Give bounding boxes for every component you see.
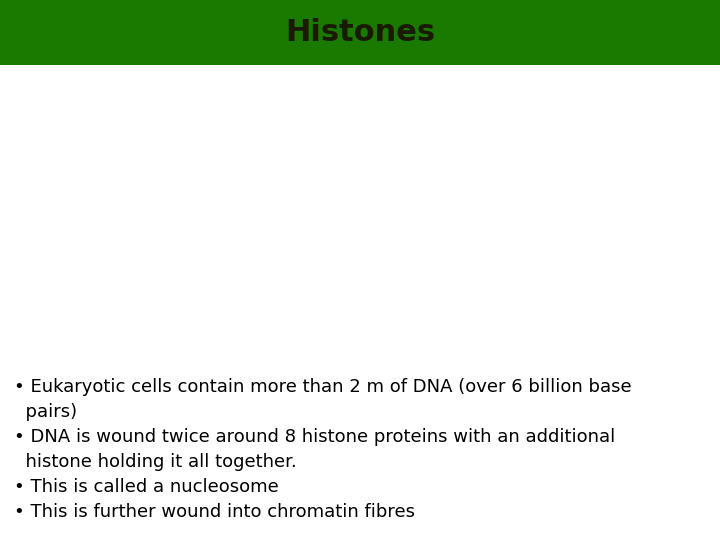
FancyBboxPatch shape	[0, 70, 720, 362]
Text: • Eukaryotic cells contain more than 2 m of DNA (over 6 billion base
  pairs)
• : • Eukaryotic cells contain more than 2 m…	[14, 378, 632, 521]
FancyBboxPatch shape	[0, 0, 720, 65]
Text: Histones: Histones	[285, 18, 435, 47]
